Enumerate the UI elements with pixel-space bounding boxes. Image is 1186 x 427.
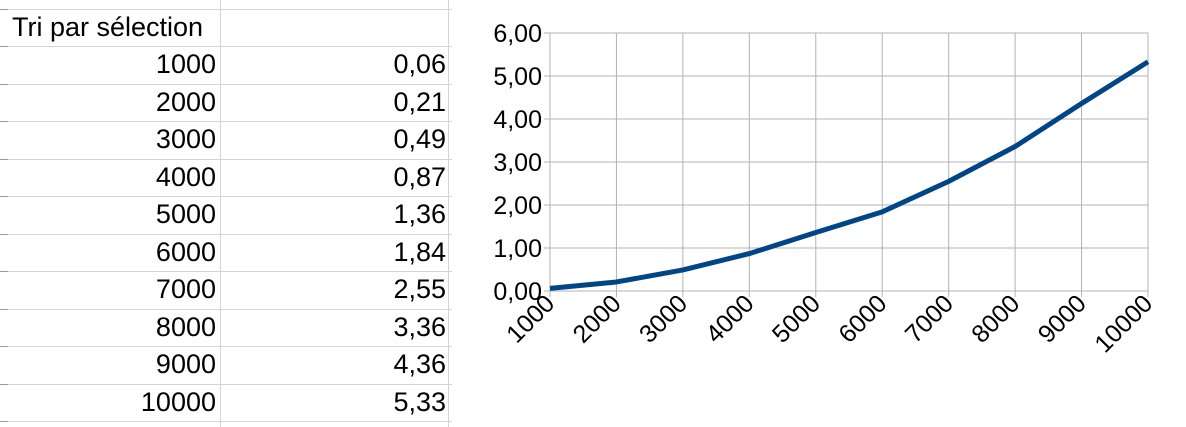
x-tick-label: 10000 <box>1089 289 1158 358</box>
row-header-edge <box>0 421 8 422</box>
row-header-edge <box>0 384 8 385</box>
time-cell[interactable]: 5,33 <box>393 387 446 417</box>
row-header-edge <box>0 9 8 10</box>
time-cell[interactable]: 1,84 <box>393 237 446 267</box>
time-cell[interactable]: 0,49 <box>393 124 446 154</box>
size-cell[interactable]: 3000 <box>155 124 216 154</box>
time-cell[interactable]: 2,55 <box>393 274 446 304</box>
column-divider <box>220 0 221 427</box>
time-cell[interactable]: 0,21 <box>393 87 446 117</box>
time-cell[interactable]: 0,87 <box>393 162 446 192</box>
x-tick-label: 3000 <box>634 289 693 348</box>
plot-area-border <box>549 32 1149 292</box>
size-cell[interactable]: 7000 <box>155 274 216 304</box>
x-tick-label: 4000 <box>700 289 759 348</box>
x-tick-label: 5000 <box>767 289 826 348</box>
row-header-edge <box>0 84 8 85</box>
y-tick-label: 5,00 <box>493 63 542 91</box>
y-tick-label: 2,00 <box>493 192 542 220</box>
row-header-edge <box>0 309 8 310</box>
column-divider <box>448 0 449 427</box>
row-header-edge <box>0 346 8 347</box>
size-cell[interactable]: 10000 <box>140 387 216 417</box>
x-tick-label: 6000 <box>833 289 892 348</box>
row-header-edge <box>0 46 8 47</box>
x-tick-label: 8000 <box>966 289 1025 348</box>
x-tick-label: 9000 <box>1033 289 1092 348</box>
size-cell[interactable]: 9000 <box>155 349 216 379</box>
y-tick-label: 3,00 <box>493 149 542 177</box>
row-header-edge <box>0 196 8 197</box>
x-tick-label: 2000 <box>568 289 627 348</box>
time-cell[interactable]: 0,06 <box>393 49 446 79</box>
size-cell[interactable]: 6000 <box>155 237 216 267</box>
y-tick-label: 0,00 <box>493 278 542 306</box>
title-cell[interactable]: Tri par sélection <box>12 12 204 42</box>
time-cell[interactable]: 3,36 <box>393 312 446 342</box>
size-cell[interactable]: 2000 <box>155 87 216 117</box>
line-chart[interactable]: 0,00 1,00 2,00 3,00 4,00 5,00 6,00 1000 2000 3000… <box>452 0 1186 427</box>
row-header-edge <box>0 271 8 272</box>
size-cell[interactable]: 1000 <box>155 49 216 79</box>
x-tick-label: 7000 <box>900 289 959 348</box>
series-line <box>549 59 1150 291</box>
row-header-edge <box>0 159 8 160</box>
size-cell[interactable]: 5000 <box>155 199 216 229</box>
time-cell[interactable]: 1,36 <box>393 199 446 229</box>
y-tick-label: 4,00 <box>493 106 542 134</box>
y-tick-label: 6,00 <box>493 20 542 48</box>
size-cell[interactable]: 4000 <box>155 162 216 192</box>
row-header-edge <box>0 234 8 235</box>
time-cell[interactable]: 4,36 <box>393 349 446 379</box>
size-cell[interactable]: 8000 <box>155 312 216 342</box>
row-header-edge <box>0 121 8 122</box>
y-tick-label: 1,00 <box>493 235 542 263</box>
